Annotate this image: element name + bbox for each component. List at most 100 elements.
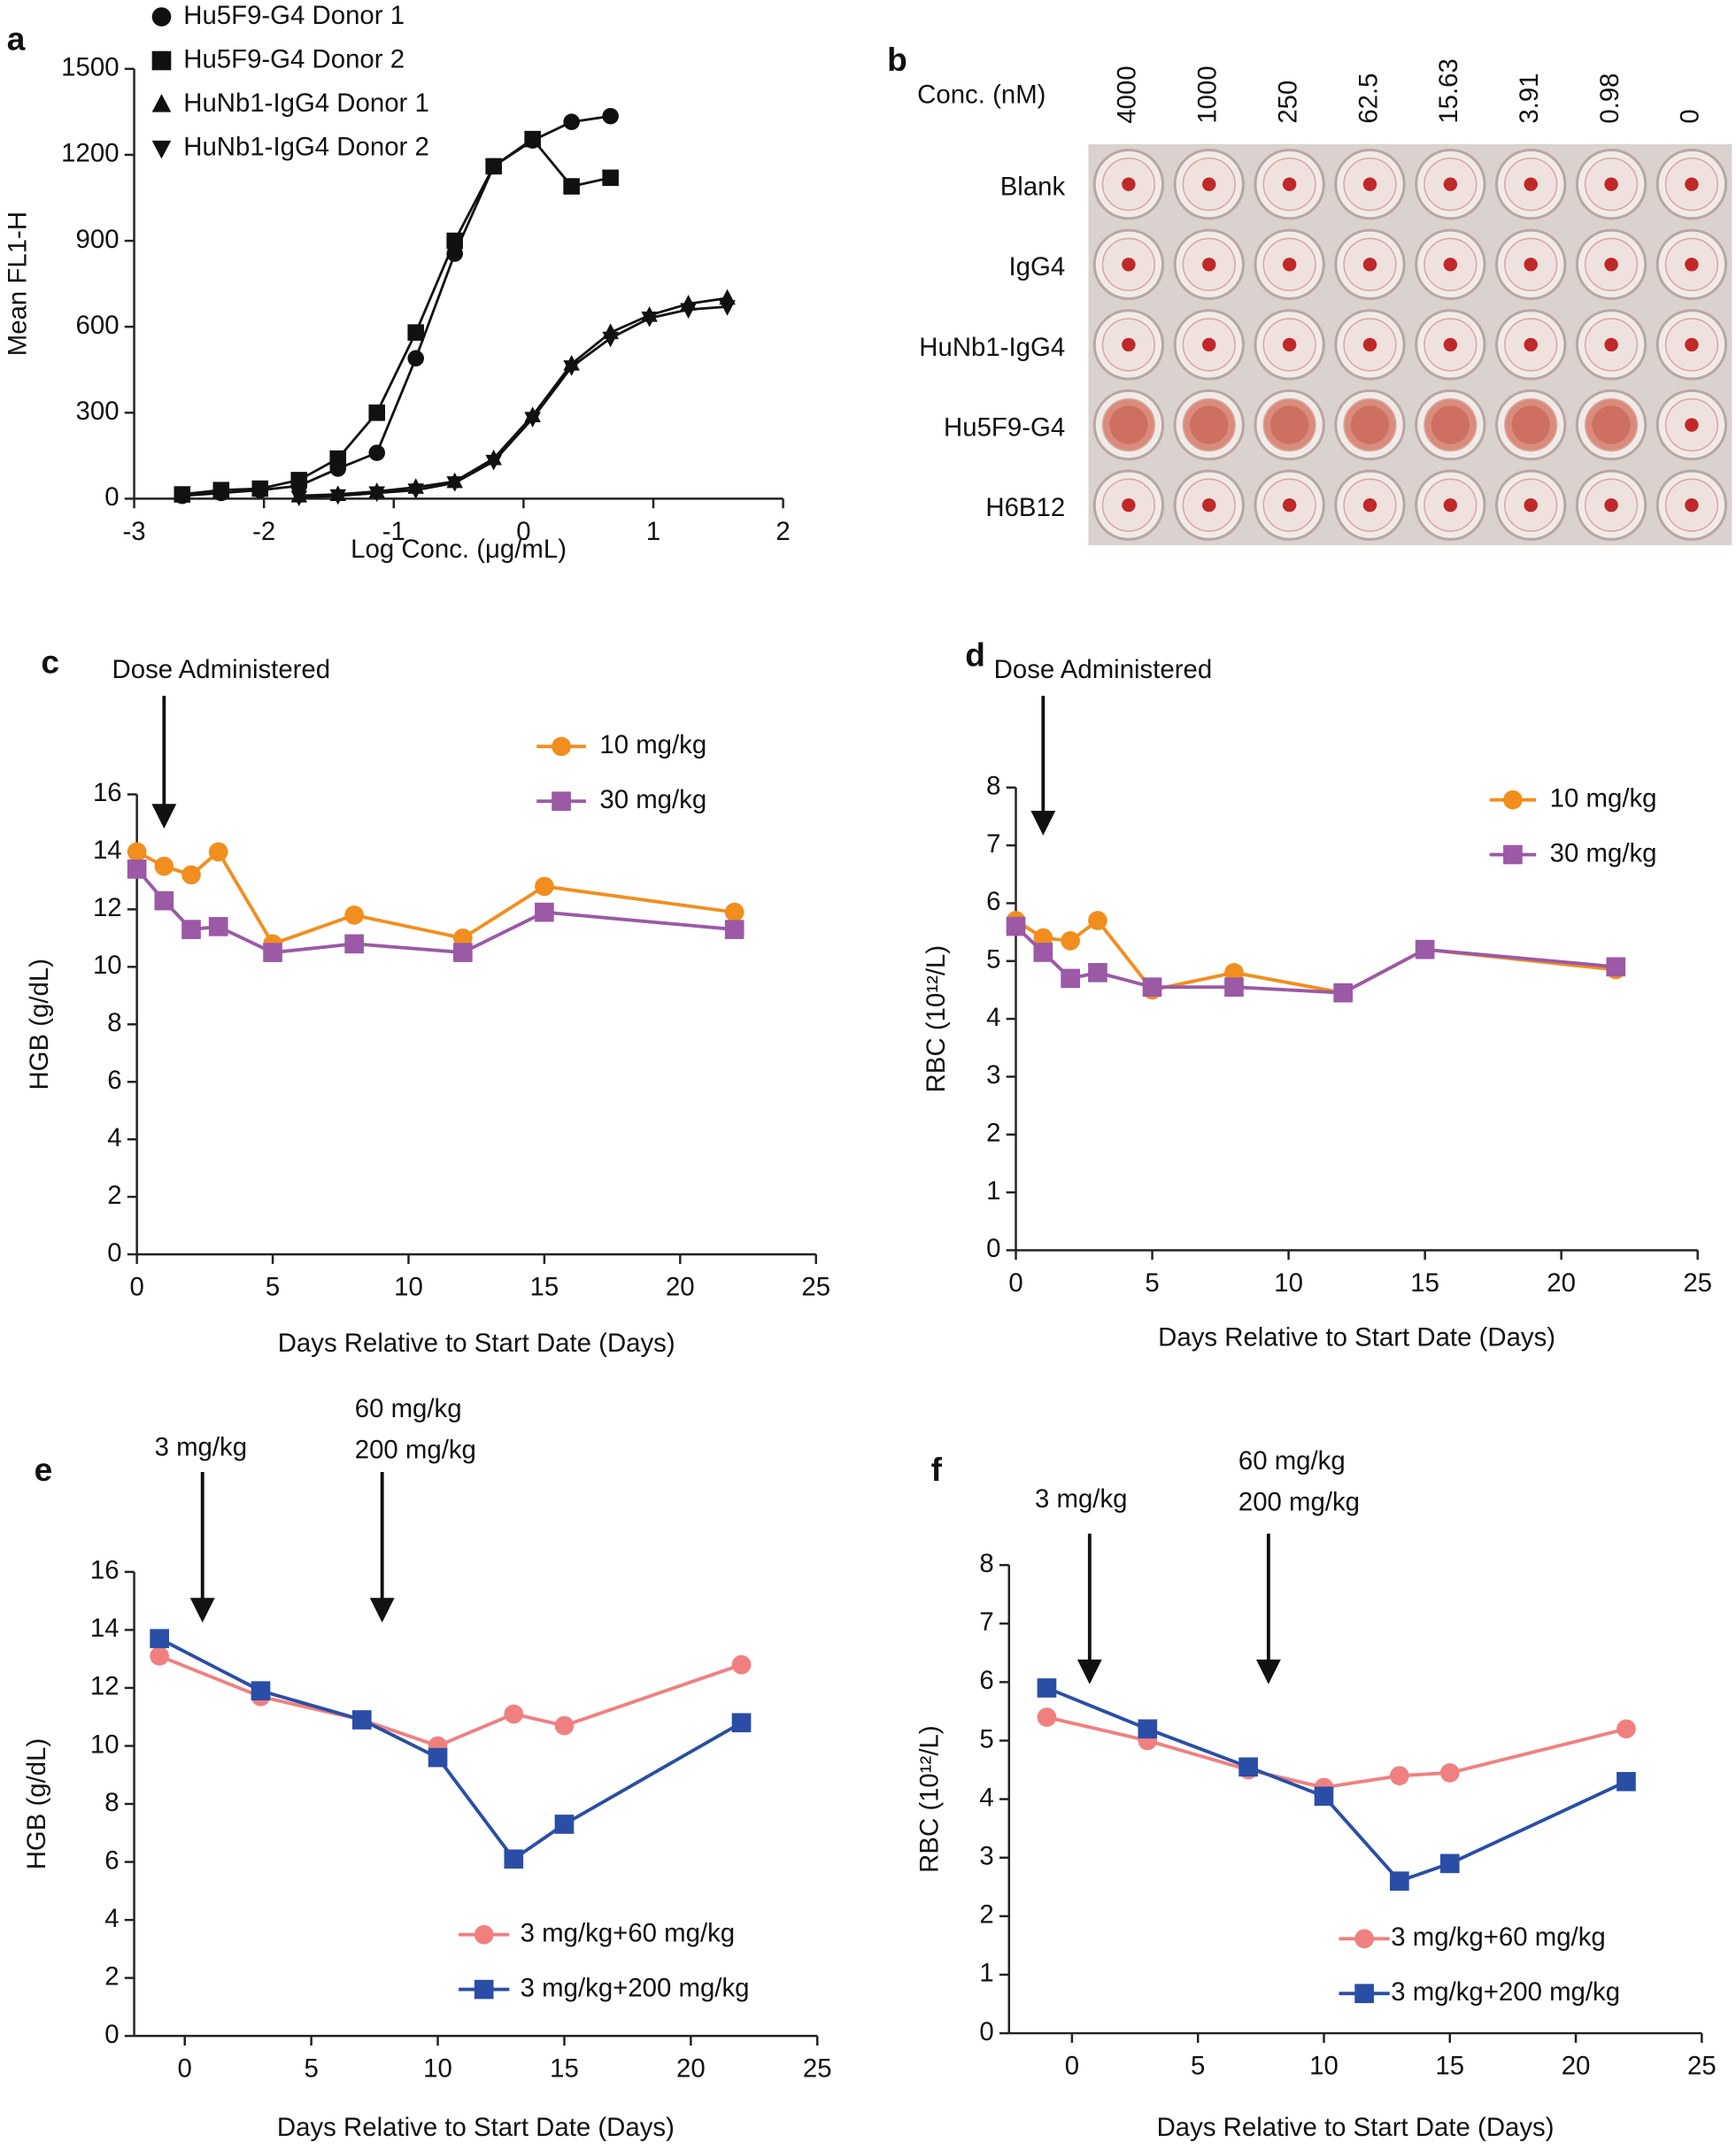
- marker: [1033, 928, 1053, 948]
- y-tick-label: 0: [104, 2020, 119, 2049]
- x-tick-label: 25: [801, 1273, 830, 1302]
- y-tick-label: 300: [76, 397, 120, 426]
- marker: [1606, 957, 1626, 977]
- panel: f 0 1 2 3 4 5 6 7 8 0 5 10 15 20 25 RBC (10¹²/L) Days Rel…: [914, 1446, 1716, 2142]
- marker: [428, 1747, 448, 1768]
- marker: [1138, 1719, 1158, 1739]
- annotation: 3 mg/kg: [1035, 1484, 1128, 1514]
- marker: [1037, 1707, 1057, 1727]
- x-tick-label: 10: [1309, 2051, 1339, 2080]
- x-tick-label: 0: [178, 2054, 192, 2084]
- marker: [1354, 1929, 1374, 1949]
- cell-pellet: [1282, 497, 1297, 512]
- x-axis-label: Days Relative to Start Date (Days): [277, 2113, 675, 2142]
- marker: [535, 902, 554, 922]
- marker: [1033, 943, 1053, 962]
- x-tick-label: 0: [1065, 2051, 1079, 2080]
- marker: [554, 1815, 575, 1834]
- marker: [535, 876, 554, 897]
- cell-pellet: [1202, 258, 1216, 272]
- marker: [151, 7, 172, 27]
- column-label: 250: [1273, 81, 1302, 124]
- cell-pellet: [1604, 337, 1618, 352]
- cell-pellet: [1685, 177, 1699, 191]
- marker: [1088, 962, 1107, 983]
- annotation: 60 mg/kg: [355, 1394, 462, 1423]
- cell-pellet: [1282, 337, 1297, 352]
- cell-pellet: [1524, 177, 1538, 191]
- panel-label: d: [965, 636, 985, 674]
- y-tick-label: 0: [104, 482, 119, 512]
- marker: [446, 476, 463, 492]
- y-axis-label: RBC (10¹²/L): [914, 1725, 944, 1872]
- series-line: [181, 114, 611, 497]
- cell-pellet: [1282, 177, 1297, 191]
- marker: [680, 303, 697, 319]
- marker: [151, 50, 172, 71]
- marker: [1439, 1763, 1460, 1783]
- y-tick-label: 16: [90, 1556, 120, 1585]
- marker: [351, 1710, 372, 1730]
- y-tick-label: 1: [986, 1176, 1000, 1206]
- cell-pellet: [1604, 177, 1618, 191]
- cell-pellet: [1685, 418, 1699, 432]
- cell-pellet: [1592, 405, 1631, 444]
- marker: [1390, 1871, 1409, 1891]
- y-tick-label: 7: [979, 1607, 993, 1637]
- marker: [181, 865, 201, 885]
- marker: [208, 842, 228, 862]
- legend-label: 3 mg/kg+60 mg/kg: [1391, 1923, 1605, 1952]
- row-label: Hu5F9-G4: [944, 412, 1065, 442]
- column-label: 62.5: [1354, 73, 1383, 123]
- marker: [1333, 983, 1354, 1003]
- marker: [1314, 1786, 1334, 1807]
- series-line: [158, 1637, 743, 1861]
- legend-label: 30 mg/kg: [599, 785, 706, 814]
- annotation: 200 mg/kg: [1238, 1487, 1360, 1516]
- x-tick-label: 10: [423, 2054, 452, 2084]
- legend-label: Hu5F9-G4 Donor 2: [183, 44, 405, 73]
- x-tick-label: 20: [666, 1273, 695, 1302]
- y-tick-label: 7: [986, 829, 1000, 859]
- y-tick-label: 14: [90, 1614, 120, 1643]
- x-tick-label: 20: [1562, 2051, 1591, 2080]
- y-tick-label: 2: [986, 1119, 1000, 1148]
- marker: [368, 444, 386, 461]
- legend-label: Hu5F9-G4 Donor 1: [183, 1, 405, 30]
- y-tick-label: 2: [107, 1181, 121, 1210]
- legend-label: 3 mg/kg+60 mg/kg: [521, 1918, 735, 1947]
- x-axis-label: Days Relative to Start Date (Days): [1157, 2113, 1555, 2142]
- row-label: IgG4: [1009, 252, 1066, 281]
- annotation: Dose Administered: [112, 655, 331, 684]
- cell-pellet: [1362, 497, 1377, 512]
- series-line: [181, 137, 611, 496]
- marker: [524, 130, 541, 148]
- y-tick-label: 0: [986, 1234, 1000, 1263]
- series-line: [1046, 1715, 1627, 1790]
- y-tick-label: 6: [986, 887, 1000, 916]
- panel-label: e: [35, 1451, 53, 1488]
- marker: [150, 1646, 169, 1666]
- marker: [446, 232, 463, 250]
- y-tick-label: 10: [93, 951, 122, 980]
- marker: [407, 324, 424, 341]
- y-tick-label: 8: [104, 1788, 119, 1817]
- cell-pellet: [1685, 337, 1699, 352]
- marker: [524, 412, 541, 428]
- cell-pellet: [1685, 497, 1699, 512]
- columns-title: Conc. (nM): [917, 80, 1045, 109]
- y-tick-label: 14: [93, 836, 122, 865]
- marker: [474, 1924, 494, 1945]
- cell-pellet: [1122, 258, 1136, 272]
- marker: [251, 1681, 271, 1701]
- marker: [1061, 968, 1080, 989]
- y-tick-label: 6: [104, 1846, 119, 1875]
- legend-label: 10 mg/kg: [1550, 783, 1657, 813]
- y-tick-label: 4: [104, 1904, 119, 1933]
- marker: [154, 890, 174, 911]
- cell-pellet: [1350, 405, 1390, 444]
- series-line: [298, 297, 728, 497]
- y-tick-label: 1: [979, 1959, 993, 1988]
